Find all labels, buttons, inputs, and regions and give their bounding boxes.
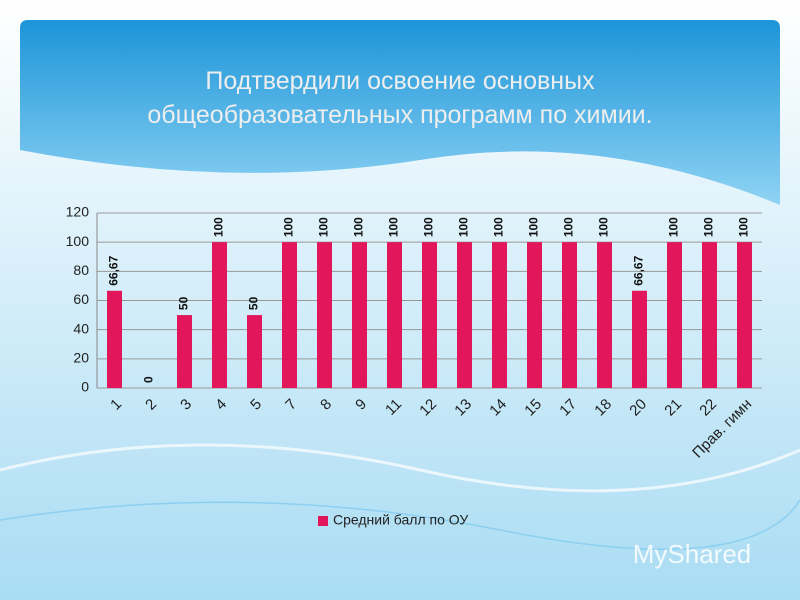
watermark: MyShared <box>633 539 752 569</box>
value-label: 100 <box>597 217 611 237</box>
bar <box>737 242 752 388</box>
bar <box>177 315 192 388</box>
bar <box>702 242 717 388</box>
value-label: 100 <box>317 217 331 237</box>
title-line: общеобразовательных программ по химии. <box>147 101 652 129</box>
bar <box>597 242 612 388</box>
value-label: 100 <box>492 217 506 237</box>
y-tick-label: 60 <box>73 291 89 307</box>
value-label: 100 <box>212 217 226 237</box>
y-tick-label: 120 <box>66 204 90 220</box>
legend-label: Средний балл по ОУ <box>333 512 468 528</box>
value-label: 100 <box>527 217 541 237</box>
y-tick-label: 100 <box>66 233 90 249</box>
bar <box>457 242 472 388</box>
bar <box>247 315 262 388</box>
bar <box>527 242 542 388</box>
bar <box>352 242 367 388</box>
bar <box>667 242 682 388</box>
bar <box>212 242 227 388</box>
bar <box>632 290 647 388</box>
value-label: 0 <box>142 376 156 383</box>
y-tick-label: 80 <box>73 262 89 278</box>
value-label: 100 <box>737 217 751 237</box>
bar <box>492 242 507 388</box>
value-label: 100 <box>562 217 576 237</box>
wave <box>0 499 800 550</box>
value-label: 100 <box>422 217 436 237</box>
value-label: 66,67 <box>107 255 121 285</box>
bar <box>282 242 297 388</box>
legend-swatch <box>318 516 328 526</box>
bar <box>317 242 332 388</box>
value-label: 100 <box>667 217 681 237</box>
value-label: 100 <box>387 217 401 237</box>
wave <box>0 443 800 493</box>
value-label: 66,67 <box>632 255 646 285</box>
y-tick-label: 20 <box>73 350 89 366</box>
header-band <box>20 20 780 205</box>
value-label: 100 <box>282 217 296 237</box>
value-label: 100 <box>457 217 471 237</box>
bar <box>387 242 402 388</box>
bar <box>107 290 122 388</box>
bar <box>422 242 437 388</box>
chart-title: Подтвердили освоение основных общеобразов… <box>147 67 652 129</box>
value-label: 50 <box>177 296 191 310</box>
y-tick-label: 0 <box>81 379 89 395</box>
value-label: 100 <box>352 217 366 237</box>
title-line: Подтвердили освоение основных <box>205 67 595 95</box>
bar <box>562 242 577 388</box>
y-tick-label: 40 <box>73 320 89 336</box>
value-label: 100 <box>702 217 716 237</box>
value-label: 50 <box>247 296 261 310</box>
